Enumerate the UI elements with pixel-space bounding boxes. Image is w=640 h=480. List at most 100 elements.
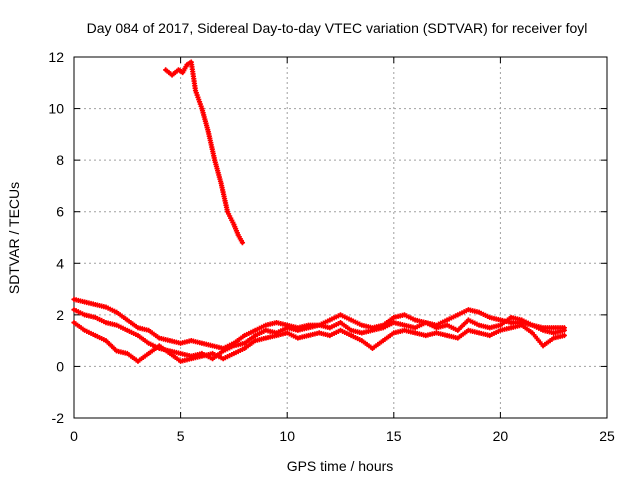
data-point [253,338,258,343]
data-point [72,297,76,302]
data-point [178,341,183,346]
data-point [163,68,168,72]
data-point [104,305,108,309]
data-point [193,88,198,93]
data-point [212,158,217,162]
tick-layer: 0 5 10 15 20 25 -2 0 2 4 6 8 10 12 [48,49,615,444]
data-point [200,354,204,358]
data-point [498,323,503,327]
data-point [541,344,545,348]
data-point [519,318,524,322]
data-point [498,318,503,322]
x-tick-label: 25 [599,428,615,444]
y-tick-label: -2 [52,410,65,426]
data-point [455,328,460,333]
data-point [487,315,492,320]
data-point [306,325,311,330]
data-point [136,359,140,364]
data-point [402,313,407,317]
data-point [487,325,492,330]
data-point [206,129,211,134]
data-point [360,323,364,327]
data-point [349,318,353,322]
data-point [93,333,98,338]
data-point [125,328,130,333]
data-point [93,315,98,320]
y-tick-label: 0 [56,358,64,374]
data-point [178,359,183,364]
data-point [242,346,247,351]
data-point [530,323,535,327]
y-tick-label: 8 [56,152,64,168]
data-point [189,60,194,64]
x-tick-label: 0 [70,428,78,444]
data-point [296,328,300,333]
data-point [434,331,439,335]
data-series [71,319,567,364]
data-point [498,328,503,333]
data-point [236,233,240,237]
data-point [477,310,481,315]
y-tick-label: 2 [56,307,64,323]
data-point [210,356,215,361]
data-point [360,338,364,343]
data-point [225,209,230,214]
data-point [232,222,236,227]
data-point [477,323,481,327]
data-point [189,338,194,343]
data-point [338,320,343,325]
data-point [349,328,353,333]
data-point [170,73,174,77]
data-point [381,325,385,330]
data-point [306,333,311,338]
data-point [240,240,245,245]
data-point [423,320,428,325]
data-point [136,325,140,330]
data-point [413,331,417,335]
data-point [189,356,194,361]
data-point [328,325,332,330]
data-point [509,325,513,330]
data-point [360,331,364,335]
data-point [210,344,215,348]
data-point [232,344,236,348]
data-point [370,328,375,333]
data-point [72,320,76,325]
data-point [402,323,407,327]
data-point [487,333,492,338]
data-point [82,300,87,304]
data-point [82,313,87,317]
data-point [146,328,151,333]
y-tick-label: 4 [56,255,64,271]
data-point [114,323,119,327]
data-point [551,336,556,340]
data-point [285,331,290,335]
data-point [370,346,375,351]
data-point [146,351,151,356]
data-point [178,351,183,356]
data-point [285,325,290,330]
data-point [381,338,385,343]
data-point [210,351,215,356]
data-point [349,333,353,338]
data-point [466,307,471,312]
data-point [338,328,343,333]
data-point [221,349,226,353]
data-point [82,328,87,333]
data-point [328,333,332,338]
data-point [317,331,321,335]
series-layer [71,59,567,364]
data-point [413,318,417,322]
data-point [200,341,204,346]
data-point [185,62,189,67]
data-point [434,325,439,330]
data-point [264,336,268,340]
data-point [253,333,258,338]
data-point [445,323,449,327]
data-point [125,318,130,322]
data-point [562,333,567,338]
y-axis-label: SDTVAR / TECUs [6,182,22,294]
plot-frame [73,56,608,419]
data-point [114,310,119,315]
